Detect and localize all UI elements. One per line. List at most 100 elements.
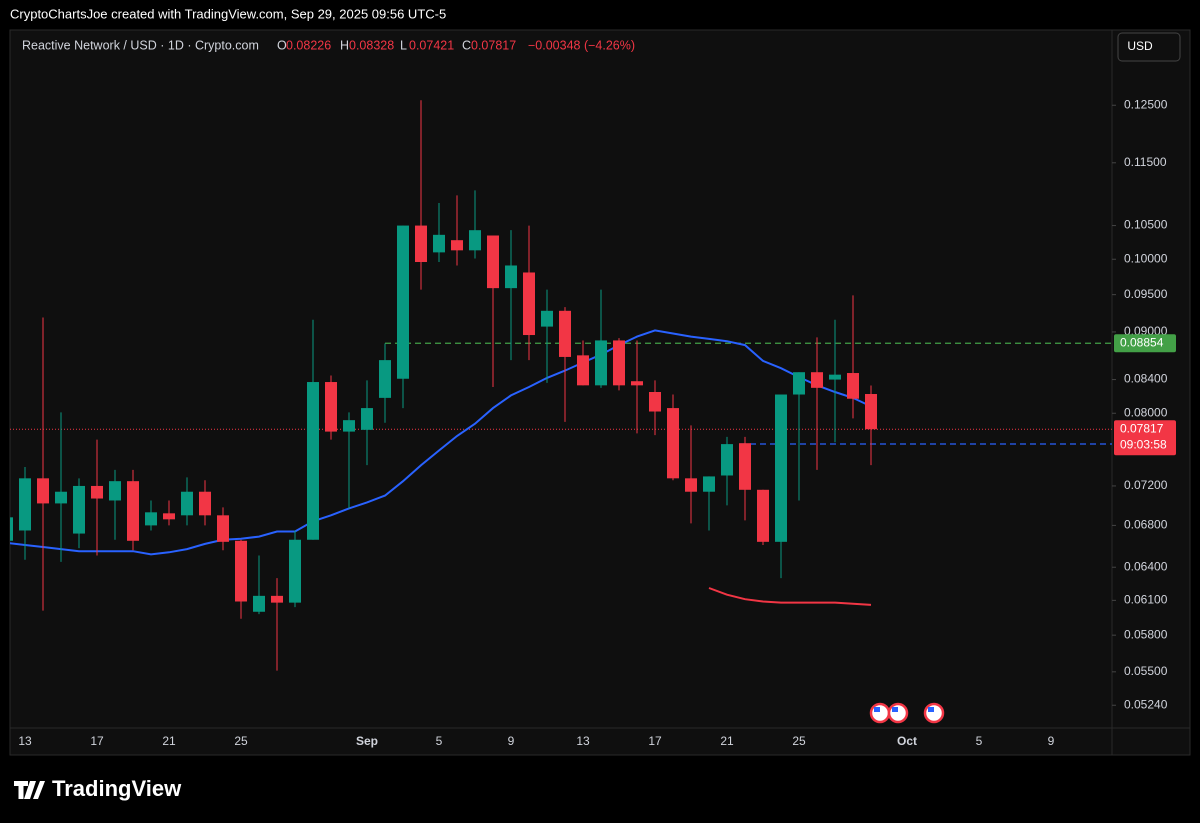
candle-body — [631, 381, 643, 386]
price-label: 0.08854 — [1120, 335, 1164, 349]
currency-button[interactable] — [1117, 32, 1181, 62]
event-icon[interactable] — [869, 702, 891, 724]
candle-body — [595, 340, 607, 386]
candle-body — [865, 394, 877, 430]
event-icons — [869, 702, 945, 724]
candle-body — [775, 394, 787, 542]
candle-body — [181, 491, 193, 516]
flag-canton — [874, 707, 880, 712]
x-tick-label: 21 — [162, 734, 176, 748]
candle-body — [307, 382, 319, 540]
y-tick-label: 0.11500 — [1124, 155, 1167, 169]
x-tick-label: 25 — [792, 734, 806, 748]
candle-body — [163, 513, 175, 520]
event-icon[interactable] — [923, 702, 945, 724]
x-tick-label: 5 — [976, 734, 983, 748]
brand-name: TradingView — [52, 776, 182, 801]
logo-mark — [14, 781, 45, 799]
flag-canton — [928, 707, 934, 712]
currency-label: USD — [1127, 39, 1153, 53]
x-tick-label: 5 — [436, 734, 443, 748]
x-tick-label: 13 — [18, 734, 32, 748]
x-tick-label: 21 — [720, 734, 734, 748]
candle-body — [451, 240, 463, 251]
candle-body — [811, 372, 823, 388]
candle-body — [577, 355, 589, 386]
price-label-box — [1114, 334, 1176, 353]
candle-body — [667, 408, 679, 479]
candle-body — [523, 272, 535, 336]
candle-body — [433, 234, 445, 253]
candle-body — [559, 310, 571, 357]
x-tick-label: Oct — [897, 734, 917, 748]
x-tick-label: Sep — [356, 734, 378, 748]
y-tick-label: 0.05800 — [1124, 627, 1168, 641]
candle-body — [685, 478, 697, 492]
candle-body — [91, 485, 103, 499]
x-tick-label: 9 — [1048, 734, 1055, 748]
flag-canton — [892, 707, 898, 712]
y-tick-label: 0.10500 — [1124, 218, 1168, 232]
current-price-label: 0.07817 — [1120, 421, 1164, 435]
candle-body — [109, 481, 121, 501]
candle-body — [541, 310, 553, 327]
y-tick-label: 0.05240 — [1124, 697, 1168, 711]
candle-body — [829, 374, 841, 380]
y-tick-label: 0.05500 — [1124, 664, 1168, 678]
x-tick-label: 9 — [508, 734, 515, 748]
ohlc-key: L — [400, 38, 407, 52]
candle-body — [235, 540, 247, 602]
candle-body — [703, 476, 715, 492]
candle-body — [217, 515, 229, 542]
candle-body — [55, 491, 67, 504]
x-tick-label: 17 — [648, 734, 662, 748]
y-tick-label: 0.10000 — [1124, 251, 1168, 265]
candle-body — [199, 491, 211, 516]
ohlc-value: 0.07817 — [471, 38, 516, 52]
countdown-label: 09:03:58 — [1120, 437, 1167, 451]
y-tick-label: 0.06800 — [1124, 518, 1168, 532]
y-tick-label: 0.08400 — [1124, 372, 1168, 386]
candle-body — [145, 512, 157, 526]
candle-body — [649, 392, 661, 412]
event-icon[interactable] — [887, 702, 909, 724]
candle-body — [325, 382, 337, 432]
candle-body — [73, 485, 85, 534]
candle-body — [505, 265, 517, 289]
y-tick-label: 0.06400 — [1124, 559, 1168, 573]
y-tick-label: 0.06100 — [1124, 593, 1168, 607]
x-tick-label: 17 — [90, 734, 104, 748]
candle-body — [271, 595, 283, 603]
candle-body — [487, 235, 499, 289]
chart-title: Reactive Network / USD · 1D · Crypto.com — [22, 38, 259, 52]
candle-body — [253, 595, 265, 612]
candle-body — [847, 373, 859, 399]
candle-body — [343, 420, 355, 432]
ohlc-value: 0.08226 — [286, 38, 331, 52]
candle-body — [469, 230, 481, 251]
time-axis: 13172125Sep5913172125Oct5913 — [18, 734, 1055, 748]
y-tick-label: 0.07200 — [1124, 478, 1168, 492]
price-axis: 0.05240 0.05500 0.05800 0.06100 0.06400 0.068… — [1112, 97, 1168, 711]
y-tick-label: 0.12500 — [1124, 97, 1168, 111]
x-tick-label: 25 — [234, 734, 248, 748]
ohlc-key: O — [277, 38, 287, 52]
candle-body — [757, 489, 769, 542]
candle-body — [415, 225, 427, 263]
candle-body — [19, 478, 31, 531]
ohlc-value: 0.08328 — [349, 38, 394, 52]
candle-body — [739, 443, 751, 490]
y-tick-label: 0.09500 — [1124, 287, 1168, 301]
candle-body — [127, 481, 139, 541]
candle-body — [37, 478, 49, 504]
ohlc-value: 0.07421 — [409, 38, 454, 52]
plot-area — [10, 100, 1112, 671]
ohlc-key: C — [462, 38, 471, 52]
y-tick-label: 0.08000 — [1124, 405, 1168, 419]
x-tick-label: 13 — [576, 734, 590, 748]
candle-body — [10, 517, 13, 541]
candle-body — [289, 539, 301, 603]
candle-body — [793, 372, 805, 395]
